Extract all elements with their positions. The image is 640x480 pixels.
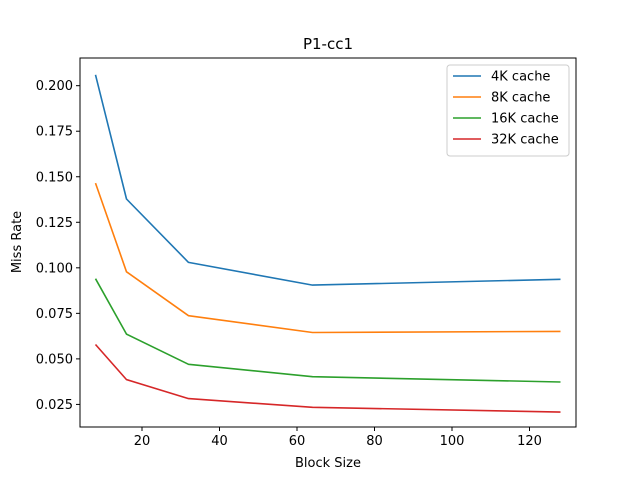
x-tick-label: 100 <box>440 434 465 449</box>
y-tick-label: 0.150 <box>36 170 73 185</box>
y-tick-label: 0.050 <box>36 352 73 367</box>
y-tick-label: 0.025 <box>36 398 73 413</box>
y-tick-label: 0.075 <box>36 307 73 322</box>
legend-label: 4K cache <box>491 70 550 85</box>
legend-box <box>446 64 570 157</box>
x-axis-title: Block Size <box>295 456 361 471</box>
legend-label: 16K cache <box>491 112 559 127</box>
chart-title: P1-cc1 <box>303 35 353 53</box>
axes-frame <box>79 57 577 428</box>
y-axis: 0.025 0.050 0.075 0.100 0.125 0.150 0.175 0.200 <box>36 79 80 413</box>
x-tick-label: 20 <box>134 434 151 449</box>
x-tick-label: 60 <box>289 434 306 449</box>
legend-label: 8K cache <box>491 91 550 106</box>
series-line-4k-cache <box>94 74 561 286</box>
series-layer <box>94 74 561 413</box>
y-axis-title: Miss Rate <box>10 211 25 273</box>
x-tick-label: 80 <box>366 434 383 449</box>
x-tick-label: 120 <box>517 434 542 449</box>
series-line-32k-cache <box>94 343 561 413</box>
plot-area: 20 40 60 80 100 120 0.025 0.050 0.075 0.100 0.125… <box>36 57 577 449</box>
y-tick-label: 0.175 <box>36 125 73 140</box>
series-line-16k-cache <box>94 278 561 383</box>
x-axis: 20 40 60 80 100 120 <box>134 427 542 449</box>
y-tick-label: 0.100 <box>36 261 73 276</box>
legend: 4K cache 8K cache 16K cache 32K cache <box>446 64 570 157</box>
series-line-8k-cache <box>94 182 561 334</box>
legend-label: 32K cache <box>491 133 559 148</box>
x-tick-label: 40 <box>211 434 228 449</box>
y-tick-label: 0.200 <box>36 79 73 94</box>
y-tick-label: 0.125 <box>36 216 73 231</box>
